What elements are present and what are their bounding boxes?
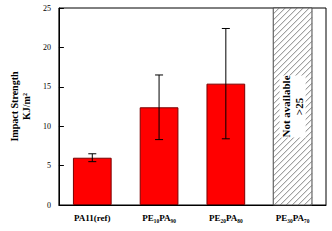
svg-text:>25: >25 <box>293 97 305 115</box>
svg-text:Not available: Not available <box>280 75 292 137</box>
svg-text:PA11(ref): PA11(ref) <box>74 213 111 223</box>
svg-text:Impact Strength: Impact Strength <box>9 71 20 142</box>
svg-text:PE₂₀PA₈₀: PE₂₀PA₈₀ <box>209 213 243 223</box>
svg-text:PE₁₀PA₉₀: PE₁₀PA₉₀ <box>142 213 176 223</box>
svg-text:20: 20 <box>43 43 51 52</box>
svg-text:15: 15 <box>43 82 51 91</box>
svg-text:10: 10 <box>43 122 51 131</box>
svg-text:25: 25 <box>43 4 51 13</box>
svg-text:5: 5 <box>47 161 51 170</box>
svg-text:PE₃₀PA₇₀: PE₃₀PA₇₀ <box>276 213 310 223</box>
svg-text:0: 0 <box>47 201 51 210</box>
svg-text:KJ/m²: KJ/m² <box>21 93 32 120</box>
